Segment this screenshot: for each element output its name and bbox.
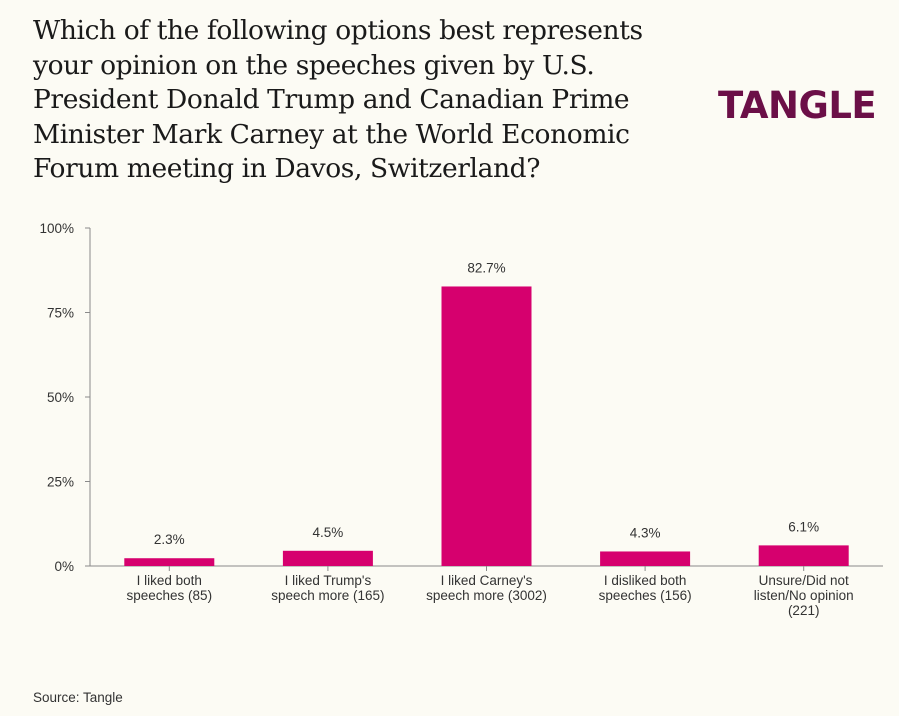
bar <box>282 550 373 566</box>
chart-title: Which of the following options best repr… <box>33 15 643 184</box>
y-tick-label: 75% <box>47 306 74 321</box>
bar-value-label: 2.3% <box>154 532 185 547</box>
y-tick-label: 50% <box>47 390 74 405</box>
x-tick-label: Unsure/Did not listen/No opinion (221) <box>754 573 854 618</box>
source-note: Source: Tangle <box>33 690 123 705</box>
bar-chart: 0% 25% 50% 75% 100% 2.3% I liked both speeches … <box>39 221 883 618</box>
bar-value-label: 4.3% <box>630 525 661 540</box>
bar <box>758 545 849 566</box>
x-tick-label: I liked Trump's speech more (165) <box>271 573 384 603</box>
y-tick-label: 0% <box>54 559 74 574</box>
x-tick-label: I disliked both speeches (156) <box>599 573 692 603</box>
bar-value-label: 82.7% <box>467 260 505 275</box>
x-tick-label: I liked both speeches (85) <box>127 573 213 603</box>
x-tick-label: I liked Carney's speech more (3002) <box>426 573 547 603</box>
bar <box>124 558 215 566</box>
bar-value-label: 6.1% <box>788 519 819 534</box>
tangle-logo: TANGLE <box>718 84 877 127</box>
bar <box>600 551 691 566</box>
y-tick-label: 100% <box>39 221 74 236</box>
bar-value-label: 4.5% <box>313 525 344 540</box>
y-tick-label: 25% <box>47 475 74 490</box>
bar <box>441 286 532 566</box>
